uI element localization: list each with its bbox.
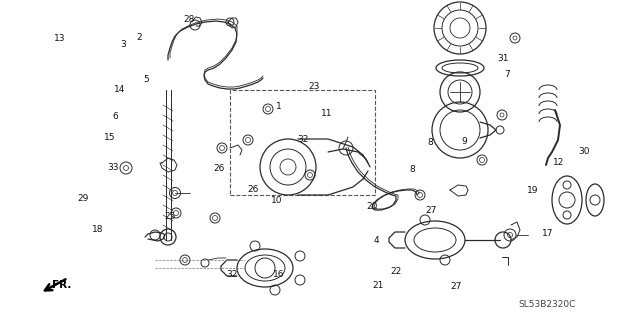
Text: 31: 31: [497, 54, 509, 63]
Text: 8: 8: [410, 165, 415, 174]
Text: 17: 17: [542, 229, 554, 238]
Text: 20: 20: [367, 202, 378, 211]
Text: 32: 32: [227, 271, 238, 279]
Text: 33: 33: [107, 163, 118, 172]
Text: 3: 3: [120, 40, 125, 48]
Text: 27: 27: [450, 282, 461, 291]
Text: 30: 30: [578, 147, 589, 156]
Text: 16: 16: [273, 270, 284, 279]
Text: 26: 26: [213, 164, 225, 173]
Text: 12: 12: [553, 158, 564, 167]
Text: 2: 2: [137, 33, 142, 42]
Text: 25: 25: [164, 212, 175, 221]
Text: FR.: FR.: [52, 280, 72, 290]
Text: 4: 4: [374, 236, 379, 245]
Text: 21: 21: [372, 281, 384, 290]
Bar: [230, 90, 375, 195]
Text: 29: 29: [77, 194, 89, 203]
Text: 32: 32: [298, 135, 309, 144]
Text: 22: 22: [390, 267, 401, 276]
Text: 10: 10: [271, 197, 282, 205]
Text: 13: 13: [54, 34, 66, 43]
Text: 5: 5: [143, 75, 148, 84]
Text: 28: 28: [184, 15, 195, 24]
Text: 9: 9: [461, 137, 467, 146]
Text: 6: 6: [113, 112, 118, 121]
Text: 11: 11: [321, 109, 332, 118]
Text: 26: 26: [247, 185, 259, 194]
Text: 27: 27: [426, 206, 437, 215]
Text: 7: 7: [505, 70, 510, 78]
Text: 15: 15: [104, 133, 116, 142]
Text: 1: 1: [276, 102, 281, 111]
Text: 8: 8: [428, 138, 433, 147]
Text: 18: 18: [92, 225, 104, 234]
Text: 14: 14: [114, 85, 125, 94]
Text: 23: 23: [308, 82, 319, 91]
Text: SL53B2320C: SL53B2320C: [518, 300, 576, 309]
Text: 19: 19: [527, 186, 538, 195]
